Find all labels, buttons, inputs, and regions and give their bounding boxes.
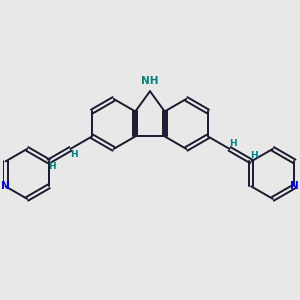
- Text: H: H: [229, 139, 237, 148]
- Text: H: H: [48, 163, 56, 172]
- Text: H: H: [70, 150, 77, 159]
- Text: N: N: [1, 182, 10, 191]
- Text: NH: NH: [141, 76, 159, 86]
- Text: N: N: [290, 182, 299, 191]
- Text: H: H: [250, 151, 258, 160]
